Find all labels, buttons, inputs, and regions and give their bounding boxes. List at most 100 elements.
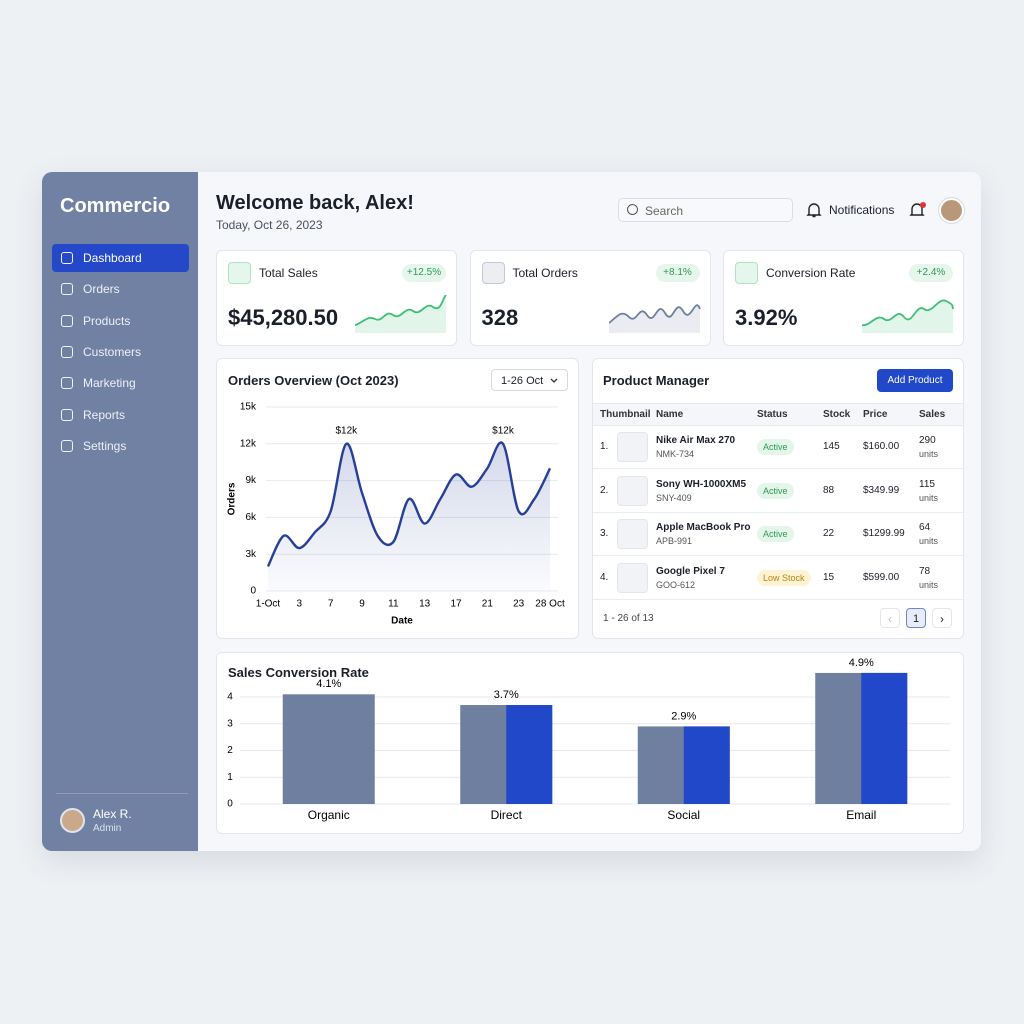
current-page[interactable]: 1 xyxy=(906,608,926,628)
sparkline-area xyxy=(355,295,446,333)
x-tick-label: 28 Oct xyxy=(535,599,565,610)
user-name: Alex R. xyxy=(93,807,132,821)
price: $1299.99 xyxy=(863,528,905,540)
prev-page[interactable]: ‹ xyxy=(880,608,900,628)
kpi-value: $45,280.50 xyxy=(228,305,339,330)
sales: 290 xyxy=(919,435,936,446)
search-icon xyxy=(627,204,638,215)
row-divider xyxy=(593,511,963,513)
column-header: Sales xyxy=(919,409,946,420)
nav-item[interactable]: Reports xyxy=(83,407,126,422)
table-header-bg xyxy=(593,403,963,426)
x-tick-label: Email xyxy=(846,808,876,822)
nav-item[interactable]: Orders xyxy=(83,282,120,297)
sales: 78 xyxy=(919,565,931,577)
y-tick-label: 0 xyxy=(227,799,233,810)
sparkline xyxy=(355,295,447,333)
kpi-label: Conversion Rate xyxy=(766,266,856,280)
status-badge: Low Stock xyxy=(757,569,811,586)
orders-title: Orders Overview (Oct 2023) xyxy=(228,373,399,388)
sales: 64 xyxy=(919,522,931,534)
column-header: Name xyxy=(656,409,684,420)
bar-accent xyxy=(506,705,553,804)
add-product-button[interactable]: Add Product xyxy=(877,369,953,392)
thumbnail xyxy=(617,475,648,506)
x-tick-label: 11 xyxy=(388,599,399,610)
nav-item[interactable]: Products xyxy=(83,313,131,328)
welcome-title: Welcome back, Alex! xyxy=(216,192,414,214)
x-tick-label: Social xyxy=(667,808,700,822)
nav-active-bg xyxy=(52,244,189,272)
nav-item[interactable]: Marketing xyxy=(83,376,136,391)
search-placeholder: Search xyxy=(645,204,684,218)
x-tick-label: 23 xyxy=(513,599,525,610)
kpi-icon xyxy=(228,262,251,284)
value-label: 3.7% xyxy=(494,689,519,701)
x-tick-label: 1-Oct xyxy=(256,599,281,610)
nav-icon xyxy=(61,314,73,327)
line xyxy=(266,441,552,568)
product-name: Sony WH-1000XM5 xyxy=(656,478,747,490)
sparkline xyxy=(862,299,954,333)
kpi-card xyxy=(469,250,711,346)
product-name: Google Pixel 7 xyxy=(656,565,725,577)
product-sku: APB-991 xyxy=(656,536,693,547)
bell-alert-icon[interactable] xyxy=(909,201,927,219)
nav-item[interactable]: Dashboard xyxy=(83,251,142,265)
y-tick-label: 0 xyxy=(250,586,256,597)
status-badge: Active xyxy=(757,439,794,455)
y-tick-label: 2 xyxy=(227,745,233,756)
kpi-change: +12.5% xyxy=(402,264,446,282)
peak-label: $12k xyxy=(492,425,515,436)
stock: 88 xyxy=(823,484,835,496)
thumbnail xyxy=(617,562,648,593)
thumbnail xyxy=(617,519,648,550)
product-sku: SNY-409 xyxy=(656,492,692,503)
nav-icon xyxy=(61,377,73,390)
x-tick-label: 13 xyxy=(419,599,431,610)
next-page[interactable]: › xyxy=(932,608,952,628)
status-badge: Active xyxy=(757,482,794,499)
header-avatar[interactable] xyxy=(939,198,964,223)
y-tick-label: 6k xyxy=(245,512,257,523)
nav-icon xyxy=(61,283,73,296)
kpi-value: 328 xyxy=(481,305,519,330)
product-title: Product Manager xyxy=(603,373,710,388)
column-header: Status xyxy=(757,409,788,420)
row-index: 4. xyxy=(600,571,609,583)
bar-accent xyxy=(861,672,908,804)
column-header: Thumbnail xyxy=(600,409,651,420)
kpi-change: +2.4% xyxy=(909,264,953,282)
row-divider xyxy=(593,468,963,469)
row-index: 1. xyxy=(600,441,609,452)
y-tick-label: 15k xyxy=(240,402,257,413)
bell-icon xyxy=(806,203,822,218)
sparkline-line xyxy=(862,299,954,326)
column-header: Price xyxy=(863,409,888,420)
thumbnail xyxy=(617,432,648,462)
sidebar xyxy=(42,172,198,851)
search-box[interactable]: Search xyxy=(618,198,793,222)
sales-unit: units xyxy=(919,536,939,547)
sales-unit: units xyxy=(919,449,939,459)
price: $160.00 xyxy=(863,441,900,452)
x-tick-label: Direct xyxy=(491,808,523,822)
sales-unit: units xyxy=(919,492,939,503)
range-select[interactable]: 1-26 Oct xyxy=(491,369,568,391)
chevron xyxy=(550,378,558,383)
nav-item[interactable]: Customers xyxy=(83,344,142,359)
stock: 15 xyxy=(823,571,835,583)
kpi-label: Total Sales xyxy=(259,266,318,280)
sales-unit: units xyxy=(919,579,939,590)
price: $349.99 xyxy=(863,484,900,496)
product-sku: GOO-612 xyxy=(656,579,696,590)
y-tick-label: 9k xyxy=(245,475,257,486)
stock: 22 xyxy=(823,528,835,540)
value-label: 4.9% xyxy=(849,657,874,669)
price: $599.00 xyxy=(863,571,900,583)
product-name: Nike Air Max 270 xyxy=(656,435,736,446)
nav-item[interactable]: Settings xyxy=(83,438,127,453)
range-text: 1-26 Oct xyxy=(501,375,544,387)
nav-icon xyxy=(61,439,73,452)
notifications-button[interactable]: Notifications xyxy=(829,203,895,217)
